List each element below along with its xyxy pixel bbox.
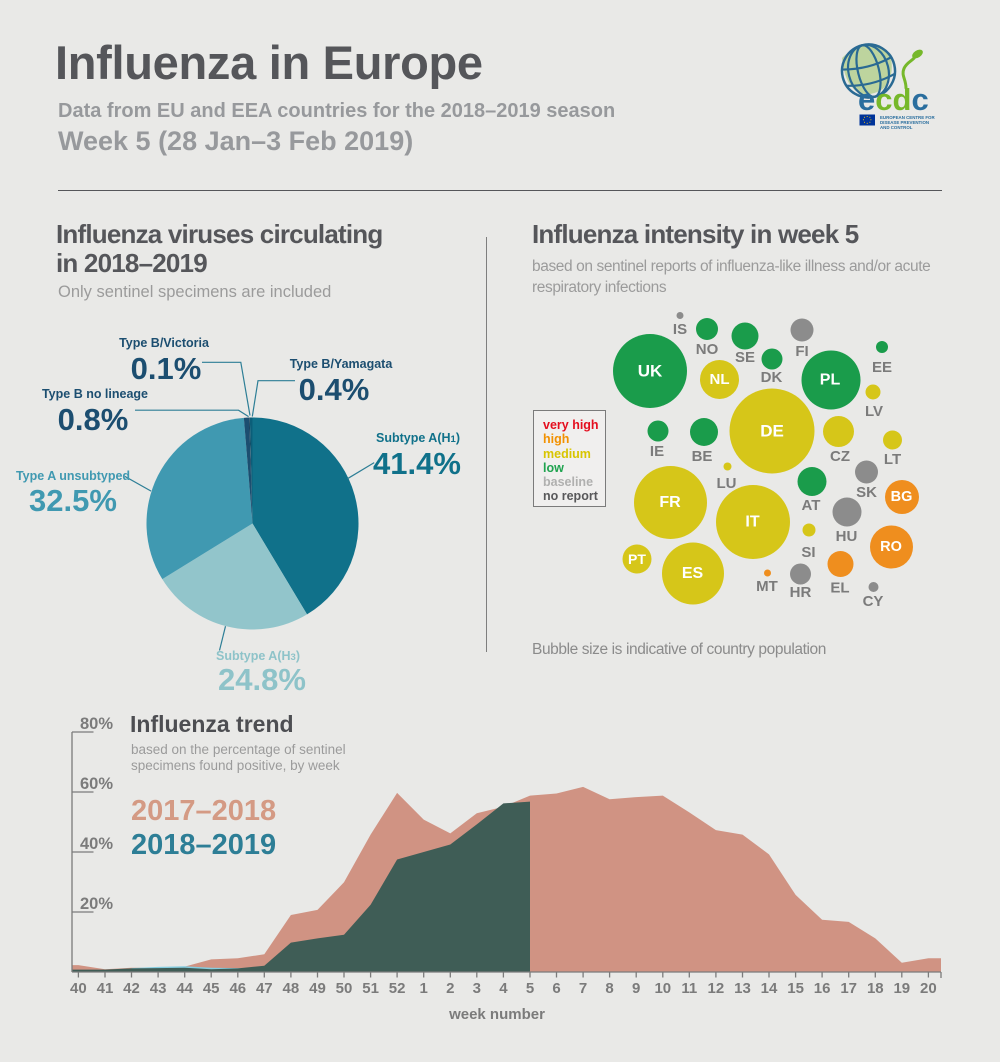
- svg-text:43: 43: [150, 980, 167, 997]
- svg-text:48: 48: [283, 980, 300, 997]
- svg-text:AT: AT: [802, 497, 821, 514]
- svg-text:SI: SI: [801, 544, 815, 561]
- svg-text:32.5%: 32.5%: [29, 483, 117, 518]
- svg-text:51: 51: [362, 980, 379, 997]
- svg-text:44: 44: [176, 980, 193, 997]
- svg-text:13: 13: [734, 980, 751, 997]
- svg-text:10: 10: [654, 980, 671, 997]
- svg-text:2: 2: [446, 980, 454, 997]
- svg-text:RO: RO: [880, 539, 902, 555]
- svg-text:40%: 40%: [80, 835, 113, 853]
- svg-text:IS: IS: [673, 321, 687, 338]
- svg-text:1: 1: [420, 980, 428, 997]
- svg-text:4: 4: [499, 980, 508, 997]
- svg-text:41: 41: [97, 980, 114, 997]
- svg-text:SE: SE: [735, 349, 755, 366]
- svg-text:FR: FR: [659, 494, 681, 511]
- svg-text:FI: FI: [795, 343, 808, 360]
- svg-text:80%: 80%: [80, 715, 113, 733]
- svg-text:Type B/Yamagata: Type B/Yamagata: [290, 357, 394, 371]
- svg-text:DISEASE PREVENTION: DISEASE PREVENTION: [880, 120, 929, 125]
- svg-text:MT: MT: [756, 578, 778, 595]
- svg-text:9: 9: [632, 980, 640, 997]
- svg-text:46: 46: [229, 980, 246, 997]
- svg-text:AND CONTROL: AND CONTROL: [880, 125, 913, 130]
- svg-text:IE: IE: [650, 443, 664, 460]
- svg-text:11: 11: [681, 980, 697, 997]
- svg-text:NL: NL: [710, 371, 730, 388]
- svg-text:7: 7: [579, 980, 587, 997]
- svg-text:20%: 20%: [80, 895, 113, 913]
- svg-text:17: 17: [840, 980, 857, 997]
- svg-text:Type A unsubtyped: Type A unsubtyped: [16, 469, 130, 483]
- svg-text:Subtype A(H1): Subtype A(H1): [376, 431, 460, 445]
- svg-text:LU: LU: [717, 475, 737, 492]
- svg-text:IT: IT: [745, 514, 759, 531]
- svg-text:DE: DE: [760, 422, 784, 441]
- svg-text:HR: HR: [790, 584, 812, 601]
- svg-text:PT: PT: [628, 551, 646, 567]
- svg-text:41.4%: 41.4%: [373, 446, 461, 481]
- svg-text:DK: DK: [761, 369, 783, 386]
- svg-text:LT: LT: [884, 451, 901, 468]
- svg-text:5: 5: [526, 980, 534, 997]
- svg-text:3: 3: [473, 980, 481, 997]
- svg-text:18: 18: [867, 980, 884, 997]
- svg-text:20: 20: [920, 980, 937, 997]
- svg-text:47: 47: [256, 980, 273, 997]
- svg-text:NO: NO: [696, 341, 719, 358]
- svg-text:UK: UK: [638, 362, 663, 381]
- svg-text:Subtype A(H3): Subtype A(H3): [216, 649, 300, 663]
- svg-text:ecdc: ecdc: [858, 82, 929, 117]
- svg-text:PL: PL: [820, 372, 841, 389]
- svg-text:Type B no lineage: Type B no lineage: [42, 387, 148, 401]
- svg-text:40: 40: [70, 980, 87, 997]
- svg-text:19: 19: [893, 980, 910, 997]
- svg-text:6: 6: [552, 980, 560, 997]
- svg-text:CZ: CZ: [830, 448, 850, 465]
- svg-text:week number: week number: [448, 1006, 545, 1023]
- svg-text:8: 8: [605, 980, 613, 997]
- svg-text:CY: CY: [863, 593, 884, 610]
- svg-text:Type B/Victoria: Type B/Victoria: [119, 336, 210, 350]
- svg-text:50: 50: [336, 980, 353, 997]
- svg-text:BE: BE: [692, 448, 713, 465]
- svg-text:HU: HU: [836, 528, 858, 545]
- svg-text:ES: ES: [682, 565, 704, 582]
- svg-text:EUROPEAN CENTRE FOR: EUROPEAN CENTRE FOR: [880, 115, 935, 120]
- svg-text:EE: EE: [872, 359, 892, 376]
- svg-text:LV: LV: [865, 403, 883, 420]
- svg-text:42: 42: [123, 980, 140, 997]
- svg-text:12: 12: [708, 980, 725, 997]
- svg-text:EL: EL: [830, 580, 849, 597]
- svg-text:15: 15: [787, 980, 804, 997]
- svg-text:49: 49: [309, 980, 326, 997]
- svg-text:0.8%: 0.8%: [58, 402, 129, 437]
- svg-text:BG: BG: [891, 489, 913, 505]
- svg-text:24.8%: 24.8%: [218, 662, 306, 697]
- svg-text:45: 45: [203, 980, 220, 997]
- svg-text:16: 16: [814, 980, 831, 997]
- svg-text:14: 14: [761, 980, 778, 997]
- svg-text:0.1%: 0.1%: [131, 351, 202, 386]
- svg-text:0.4%: 0.4%: [299, 372, 370, 407]
- svg-text:60%: 60%: [80, 775, 113, 793]
- svg-text:SK: SK: [856, 484, 877, 501]
- svg-text:52: 52: [389, 980, 406, 997]
